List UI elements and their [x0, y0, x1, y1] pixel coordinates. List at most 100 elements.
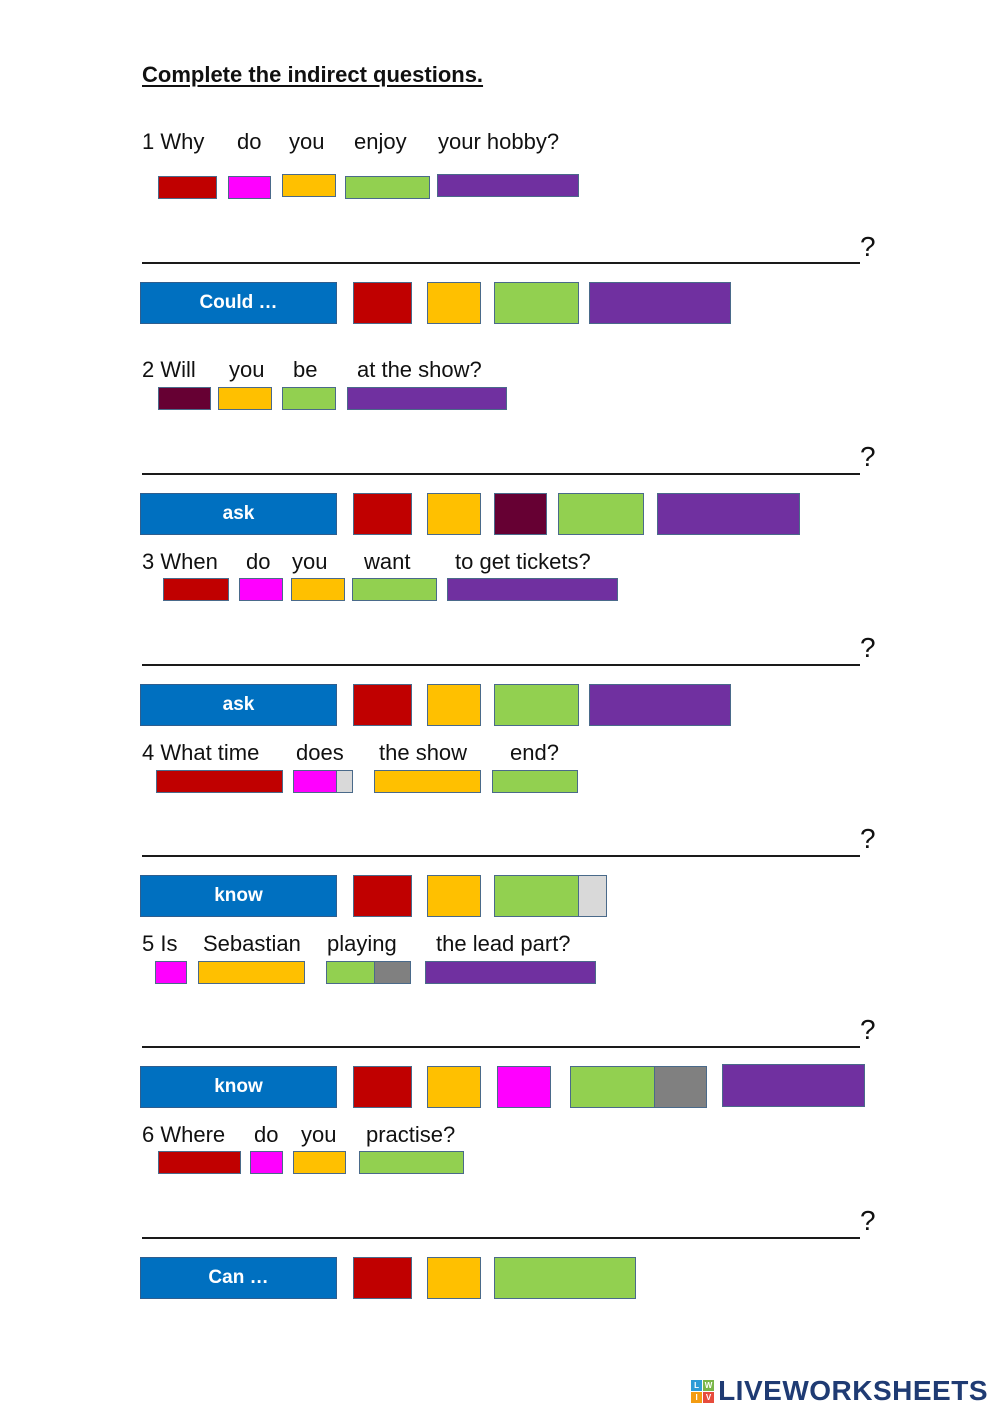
question-4-start: 4 What time [142, 740, 260, 765]
question-4-word: does [296, 740, 344, 765]
answer-line-3[interactable] [142, 664, 860, 666]
question-6-word: practise? [366, 1122, 456, 1147]
color-block-gray [374, 961, 411, 984]
color-block-yellow [427, 493, 481, 535]
question-2-word: at the show? [357, 357, 482, 382]
question-1-word: enjoy [354, 129, 407, 154]
logo-icon-tile: L [691, 1379, 703, 1391]
starter-box-5: know [140, 1066, 337, 1108]
color-block-red [163, 578, 229, 601]
color-block-purple [447, 578, 618, 601]
starter-box-1: Could … [140, 282, 337, 324]
color-block-magenta [250, 1151, 283, 1174]
color-block-purple [657, 493, 800, 535]
color-block-yellow [427, 282, 481, 324]
starter-box-3: ask [140, 684, 337, 726]
color-block-magenta [228, 176, 271, 199]
color-block-green [494, 684, 579, 726]
color-block-magenta [497, 1066, 551, 1108]
question-6-start: 6 Where [142, 1122, 226, 1147]
color-block-purple [425, 961, 596, 984]
color-block-green [345, 176, 430, 199]
answer-line-6[interactable] [142, 1237, 860, 1239]
color-block-purple [722, 1064, 865, 1107]
color-block-green [352, 578, 437, 601]
question-1-word: do [237, 129, 262, 154]
answer-line-5[interactable] [142, 1046, 860, 1048]
color-block-purple [437, 174, 579, 197]
question-1-word: your hobby? [438, 129, 560, 154]
color-block-maroon [158, 387, 211, 410]
color-block-gray [654, 1066, 707, 1108]
color-block-magenta [155, 961, 187, 984]
question-4-word: end? [510, 740, 559, 765]
question-5-word: the lead part? [436, 931, 571, 956]
color-block-red [158, 176, 217, 199]
color-block-purple [589, 282, 731, 324]
color-block-yellow [282, 174, 336, 197]
question-6-word: do [254, 1122, 279, 1147]
question-2-word: be [293, 357, 318, 382]
worksheet-title: Complete the indirect questions. [142, 62, 484, 87]
color-block-green [494, 1257, 636, 1299]
liveworksheets-logo: L W I V LIVEWORKSHEETS [691, 1375, 988, 1407]
question-4-word: the show [379, 740, 468, 765]
answer-question-mark: ? [860, 1205, 876, 1236]
answer-question-mark: ? [860, 441, 876, 472]
question-2-start: 2 Will [142, 357, 196, 382]
color-block-yellow [291, 578, 345, 601]
question-3-word: to get tickets? [455, 549, 591, 574]
color-block-green [282, 387, 336, 410]
color-block-yellow [218, 387, 272, 410]
answer-question-mark: ? [860, 632, 876, 663]
color-block-maroon [494, 493, 547, 535]
question-1-start: 1 Why [142, 129, 205, 154]
color-block-red [353, 684, 412, 726]
logo-icon-tile: I [691, 1391, 703, 1403]
color-block-lightgray [578, 875, 607, 917]
color-block-red [156, 770, 283, 793]
color-block-red [353, 875, 412, 917]
answer-line-2[interactable] [142, 473, 860, 475]
color-block-green [492, 770, 578, 793]
question-6-word: you [301, 1122, 337, 1147]
color-block-yellow [427, 875, 481, 917]
color-block-green [359, 1151, 464, 1174]
color-block-yellow [427, 684, 481, 726]
color-block-red [158, 1151, 241, 1174]
question-5-word: playing [327, 931, 397, 956]
color-block-green [494, 282, 579, 324]
question-2-word: you [229, 357, 265, 382]
color-block-yellow [427, 1257, 481, 1299]
answer-line-4[interactable] [142, 855, 860, 857]
question-5-start: 5 Is [142, 931, 178, 956]
color-block-magenta [293, 770, 337, 793]
question-5-word: Sebastian [203, 931, 301, 956]
color-block-yellow [427, 1066, 481, 1108]
color-block-yellow [198, 961, 305, 984]
color-block-red [353, 1066, 412, 1108]
answer-question-mark: ? [860, 1014, 876, 1045]
starter-box-6: Can … [140, 1257, 337, 1299]
answer-question-mark: ? [860, 823, 876, 854]
question-1-word: you [289, 129, 325, 154]
question-3-word: do [246, 549, 271, 574]
color-block-yellow [293, 1151, 346, 1174]
question-3-word: want [364, 549, 411, 574]
color-block-green [558, 493, 644, 535]
color-block-magenta [239, 578, 283, 601]
question-3-word: you [292, 549, 328, 574]
logo-icon-tile: V [703, 1391, 715, 1403]
color-block-lightgray [336, 770, 353, 793]
color-block-green [570, 1066, 655, 1108]
answer-question-mark: ? [860, 231, 876, 262]
answer-line-1[interactable] [142, 262, 860, 264]
color-block-purple [347, 387, 507, 410]
color-block-purple [589, 684, 731, 726]
color-block-red [353, 493, 412, 535]
color-block-red [353, 1257, 412, 1299]
color-block-red [353, 282, 412, 324]
starter-box-2: ask [140, 493, 337, 535]
color-block-green [326, 961, 375, 984]
